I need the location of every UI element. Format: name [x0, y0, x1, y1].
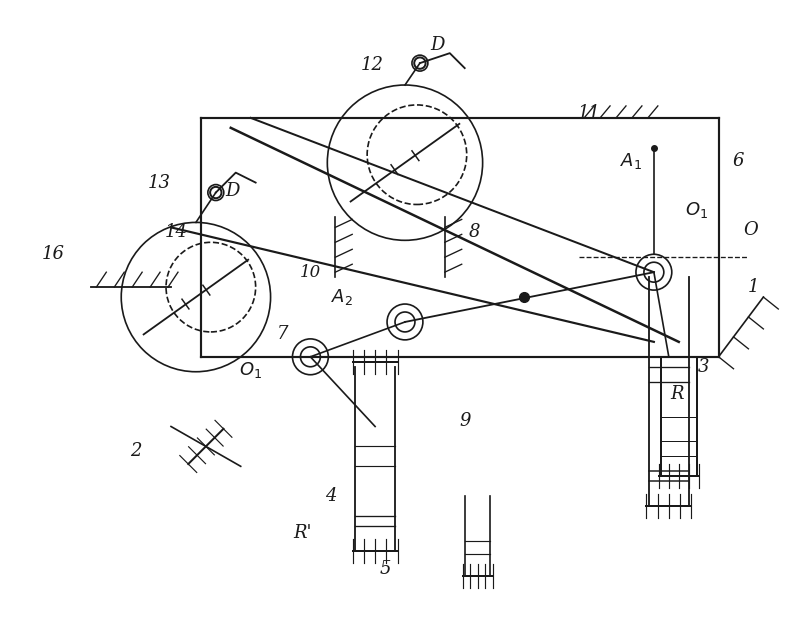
Text: $A_1$: $A_1$ — [620, 150, 642, 171]
Text: 12: 12 — [361, 56, 384, 74]
Text: $O_1$: $O_1$ — [239, 360, 262, 380]
Text: 3: 3 — [698, 358, 710, 376]
Text: $O_1$: $O_1$ — [685, 201, 708, 221]
Text: 10: 10 — [300, 264, 321, 281]
Text: 11: 11 — [578, 104, 601, 122]
Text: O: O — [743, 221, 758, 240]
Circle shape — [212, 189, 220, 196]
Text: $A_2$: $A_2$ — [331, 287, 354, 307]
Text: 1: 1 — [748, 278, 759, 296]
Text: 7: 7 — [277, 325, 288, 343]
Text: 5: 5 — [379, 560, 391, 578]
Text: D: D — [226, 182, 240, 199]
Text: 16: 16 — [42, 245, 65, 263]
Text: 2: 2 — [130, 443, 142, 460]
Text: 9: 9 — [459, 413, 470, 431]
Circle shape — [416, 59, 424, 67]
Text: 4: 4 — [325, 487, 336, 505]
Text: 6: 6 — [733, 152, 744, 170]
Circle shape — [210, 187, 222, 199]
Text: 13: 13 — [147, 174, 170, 192]
Circle shape — [414, 57, 426, 69]
Text: 8: 8 — [469, 223, 481, 241]
Text: D: D — [430, 36, 445, 54]
Text: R: R — [670, 384, 683, 403]
Text: 14: 14 — [165, 223, 187, 241]
Text: R': R' — [293, 524, 312, 542]
